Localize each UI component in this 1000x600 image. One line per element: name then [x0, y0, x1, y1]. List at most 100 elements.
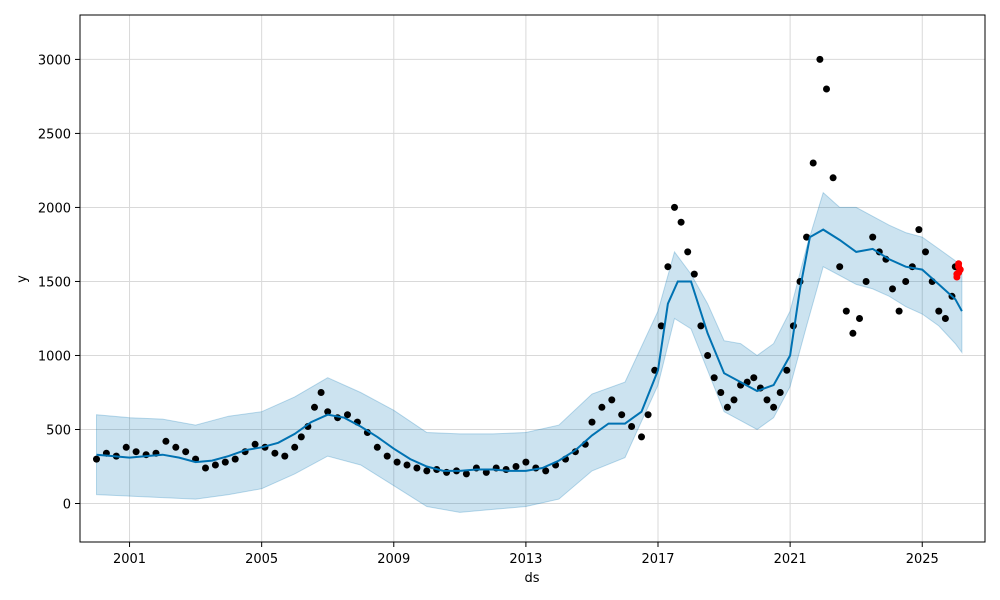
observed-point — [935, 307, 943, 315]
observed-point — [132, 448, 140, 456]
observed-point — [231, 455, 239, 463]
observed-point — [657, 322, 665, 330]
y-axis-label: y — [15, 275, 30, 283]
observed-point — [202, 464, 209, 472]
x-tick-labels: 2001 2005 2009 2013 2017 2021 2025 — [113, 552, 939, 567]
highlight-points — [953, 260, 964, 281]
x-tick-label: 2021 — [774, 552, 807, 567]
observed-point — [522, 458, 530, 466]
y-tick-label: 1000 — [38, 349, 71, 364]
observed-point — [816, 55, 824, 63]
observed-point — [383, 452, 391, 460]
observed-point — [122, 443, 130, 451]
observed-point — [677, 218, 685, 226]
observed-point — [895, 307, 903, 315]
uncertainty-band — [96, 191, 963, 513]
observed-point — [842, 307, 850, 315]
observed-point — [664, 263, 672, 271]
x-tick-label: 2025 — [906, 552, 939, 567]
observed-point — [182, 448, 190, 456]
y-tick-label: 2000 — [38, 201, 71, 216]
observed-point — [803, 233, 811, 241]
observed-point — [251, 440, 259, 448]
observed-point — [162, 437, 170, 445]
observed-point — [941, 315, 949, 322]
observed-point — [462, 470, 470, 478]
observed-point — [829, 174, 837, 182]
observed-point — [297, 433, 305, 441]
y-tick-label: 500 — [46, 423, 71, 438]
observed-point — [403, 461, 411, 469]
observed-point — [344, 411, 351, 419]
observed-point — [172, 443, 180, 451]
x-tick-label: 2017 — [641, 552, 674, 567]
highlight-point — [953, 270, 961, 278]
observed-points — [93, 55, 959, 478]
observed-point — [598, 403, 606, 411]
observed-point — [221, 458, 229, 466]
observed-point — [704, 352, 712, 359]
observed-point — [710, 374, 718, 382]
x-tick-label: 2001 — [113, 552, 146, 567]
y-tick-label: 0 — [63, 498, 71, 513]
observed-point — [291, 443, 299, 451]
observed-point — [311, 403, 318, 411]
observed-point — [836, 263, 844, 271]
observed-point — [413, 464, 421, 472]
observed-point — [849, 329, 857, 337]
observed-point — [922, 248, 929, 256]
observed-point — [776, 389, 784, 396]
forecast-line — [96, 228, 963, 472]
observed-point — [915, 226, 923, 234]
observed-point — [512, 463, 520, 470]
observed-point — [423, 467, 431, 475]
y-tick-label: 3000 — [38, 53, 71, 68]
observed-point — [638, 433, 645, 441]
observed-point — [93, 455, 100, 463]
observed-point — [869, 233, 877, 241]
observed-point — [730, 396, 738, 404]
observed-point — [281, 452, 289, 460]
observed-point — [862, 278, 870, 285]
forecast-path — [96, 228, 963, 472]
observed-point — [717, 389, 725, 396]
plot-frame — [79, 14, 986, 543]
observed-point — [697, 322, 705, 330]
observed-point — [723, 403, 731, 411]
observed-point — [317, 389, 325, 396]
observed-point — [271, 449, 279, 457]
observed-point — [823, 85, 830, 93]
observed-point — [902, 278, 910, 285]
observed-point — [211, 461, 219, 469]
observed-point — [644, 411, 652, 419]
grid — [80, 15, 985, 542]
observed-point — [783, 366, 791, 374]
observed-point — [671, 203, 678, 211]
x-tick-label: 2009 — [377, 552, 410, 567]
x-axis-label: ds — [524, 571, 539, 586]
x-tick-label: 2005 — [245, 552, 278, 567]
observed-point — [482, 468, 490, 476]
observed-point — [373, 443, 381, 451]
observed-point — [856, 315, 863, 322]
observed-point — [809, 159, 817, 167]
observed-point — [690, 270, 698, 278]
highlight-point — [955, 260, 963, 268]
observed-point — [542, 467, 550, 475]
uncertainty-band-area — [96, 191, 963, 513]
observed-point — [750, 374, 758, 382]
observed-point — [608, 396, 616, 404]
y-tick-label: 2500 — [38, 127, 71, 142]
observed-point — [628, 423, 636, 430]
observed-point — [763, 396, 771, 404]
x-tick-label: 2013 — [509, 552, 542, 567]
observed-point — [588, 418, 596, 426]
axes — [75, 14, 986, 547]
observed-point — [393, 458, 401, 466]
observed-point — [684, 248, 692, 256]
observed-point — [324, 408, 332, 416]
observed-point — [770, 403, 778, 411]
y-tick-labels: 0 500 1000 1500 2000 2500 3000 — [38, 53, 71, 512]
observed-point — [618, 411, 626, 419]
